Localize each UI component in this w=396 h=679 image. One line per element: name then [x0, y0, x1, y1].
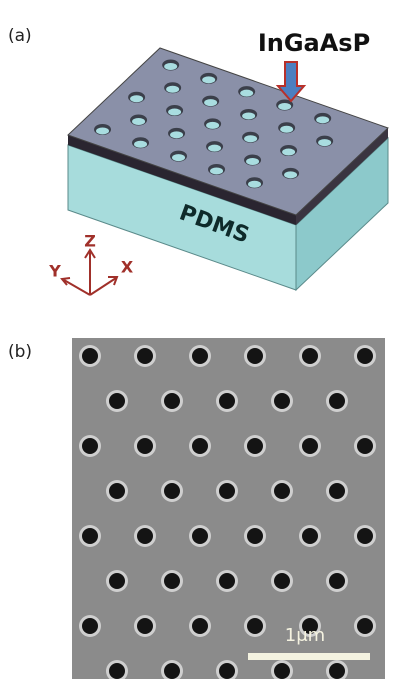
- hole: [302, 528, 318, 544]
- axis-x: X: [121, 258, 134, 277]
- hole: [274, 483, 290, 499]
- hole: [357, 348, 373, 364]
- hole: [274, 663, 290, 679]
- hole: [109, 573, 125, 589]
- hole: [82, 348, 98, 364]
- hole: [219, 393, 235, 409]
- hole: [318, 139, 331, 146]
- hole: [166, 86, 179, 93]
- hole: [109, 483, 125, 499]
- hole: [242, 112, 255, 119]
- hole: [82, 618, 98, 634]
- hole: [282, 149, 295, 156]
- axis-y: Y: [48, 262, 61, 281]
- hole: [219, 663, 235, 679]
- hole: [137, 618, 153, 634]
- hole: [284, 171, 297, 178]
- hole: [274, 573, 290, 589]
- hole: [316, 116, 329, 123]
- hole: [329, 483, 345, 499]
- hole: [246, 158, 259, 165]
- hole: [192, 438, 208, 454]
- hole: [82, 528, 98, 544]
- axis-z: Z: [84, 232, 96, 251]
- hole: [280, 126, 293, 133]
- hole: [137, 528, 153, 544]
- hole: [208, 145, 221, 152]
- hole: [164, 393, 180, 409]
- hole: [357, 438, 373, 454]
- hole: [329, 663, 345, 679]
- hole: [164, 63, 177, 70]
- hole: [206, 122, 219, 129]
- hole: [247, 438, 263, 454]
- hole: [357, 528, 373, 544]
- hole: [164, 483, 180, 499]
- hole: [210, 167, 223, 174]
- hole: [192, 348, 208, 364]
- hole: [329, 573, 345, 589]
- hole: [219, 573, 235, 589]
- hole: [132, 118, 145, 125]
- scale-label: 1μm: [285, 625, 325, 646]
- sem-image: [72, 338, 385, 679]
- hole: [137, 348, 153, 364]
- hole: [244, 135, 257, 142]
- hole: [192, 528, 208, 544]
- hole: [168, 109, 181, 116]
- scale-bar: [248, 653, 370, 660]
- hole: [248, 181, 261, 188]
- ingaasp-label: InGaAsP: [258, 29, 370, 57]
- hole: [219, 483, 235, 499]
- hole: [274, 393, 290, 409]
- hole: [202, 76, 215, 83]
- hole: [302, 348, 318, 364]
- hole: [130, 95, 143, 102]
- hole: [96, 127, 109, 134]
- hole: [170, 131, 183, 138]
- hole: [247, 348, 263, 364]
- hole: [278, 103, 291, 110]
- hole: [134, 141, 147, 148]
- hole: [240, 90, 253, 97]
- hole: [247, 618, 263, 634]
- hole: [302, 438, 318, 454]
- hole: [192, 618, 208, 634]
- hole: [357, 618, 373, 634]
- hole: [164, 663, 180, 679]
- hole: [109, 393, 125, 409]
- hole: [164, 573, 180, 589]
- hole: [172, 154, 185, 161]
- figure: (a) PDMS InGaAsP Z Y X (b) 1μm: [0, 0, 396, 679]
- hole: [329, 393, 345, 409]
- hole: [247, 528, 263, 544]
- hole: [82, 438, 98, 454]
- hole: [137, 438, 153, 454]
- panel-label: (b): [8, 342, 32, 362]
- hole: [204, 99, 217, 106]
- hole: [109, 663, 125, 679]
- panel-label: (a): [8, 26, 32, 46]
